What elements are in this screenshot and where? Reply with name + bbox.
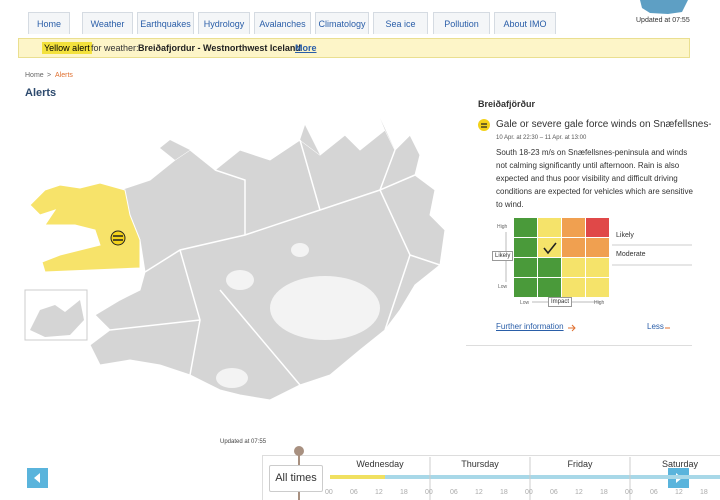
matrix-cell xyxy=(514,258,537,277)
matrix-cell xyxy=(538,218,561,237)
impact-high: High xyxy=(594,300,605,306)
updated-time: Updated at 07:55 xyxy=(636,17,690,24)
nav-tab[interactable]: Weather xyxy=(82,12,133,34)
prev-button[interactable] xyxy=(27,468,48,488)
hour-label: 00 xyxy=(325,489,333,496)
alert-description: South 18-23 m/s on Snæfellsnes-peninsula… xyxy=(496,148,693,209)
nav-tab[interactable]: Pollution xyxy=(433,12,490,34)
less-link[interactable]: Less xyxy=(647,322,664,331)
breadcrumb-separator: > xyxy=(47,72,52,79)
hour-label: 18 xyxy=(400,489,408,496)
likelihood-label: Likely xyxy=(492,251,514,261)
hour-label: 06 xyxy=(450,489,458,496)
hour-label: 12 xyxy=(575,489,583,496)
matrix-cell xyxy=(586,238,609,257)
alert-text: for weather: xyxy=(91,43,139,53)
matrix-cell xyxy=(562,218,585,237)
alert-headline: Gale or severe gale force winds on Snæfe… xyxy=(496,119,711,130)
matrix-cell xyxy=(538,258,561,277)
more-link[interactable]: More xyxy=(295,43,317,53)
nav-tab[interactable]: Sea ice xyxy=(373,12,428,34)
day-label: Friday xyxy=(567,459,593,469)
page-title: Alerts xyxy=(25,87,57,99)
alert-region: Breiðafjordur - Westnorthwest Iceland xyxy=(138,43,301,53)
day-label: Wednesday xyxy=(356,459,404,469)
hour-label: 00 xyxy=(625,489,633,496)
matrix-cell xyxy=(538,278,561,297)
matrix-cell xyxy=(562,258,585,277)
matrix-cell xyxy=(562,278,585,297)
hour-label: 18 xyxy=(700,489,708,496)
hour-label: 06 xyxy=(550,489,558,496)
likelihood-axis xyxy=(505,232,507,282)
hour-label: 00 xyxy=(525,489,533,496)
hour-label: 12 xyxy=(375,489,383,496)
timeline xyxy=(262,455,720,500)
matrix-cell xyxy=(586,278,609,297)
matrix-cell xyxy=(514,238,537,257)
breadcrumb-current: Alerts xyxy=(55,72,73,79)
matrix-cell xyxy=(586,258,609,277)
day-label: Saturday xyxy=(661,459,699,469)
arrow-icon xyxy=(568,324,576,332)
check-mark xyxy=(543,242,557,255)
breadcrumb-home[interactable]: Home xyxy=(25,72,44,79)
legend-impact: Moderate xyxy=(616,251,646,258)
hour-label: 12 xyxy=(475,489,483,496)
all-times-button[interactable]: All times xyxy=(269,465,323,492)
further-info-link[interactable]: Further information xyxy=(496,322,564,331)
nav-tab[interactable]: Home xyxy=(28,12,70,34)
matrix-cell xyxy=(514,218,537,237)
nav-tab[interactable]: Earthquakes xyxy=(137,12,194,34)
logo xyxy=(640,0,688,14)
nav-tab[interactable]: Climatology xyxy=(315,12,369,34)
hour-label: 12 xyxy=(675,489,683,496)
timeline-updated: Updated at 07:55 xyxy=(220,439,267,445)
legend-likelihood: Likely xyxy=(616,232,634,239)
alert-period: 10 Apr. at 22:30 – 11 Apr. at 13:00 xyxy=(496,135,587,141)
hour-label: 18 xyxy=(500,489,508,496)
alert-panel xyxy=(466,95,692,346)
day-label: Thursday xyxy=(461,459,499,469)
risk-matrix xyxy=(514,218,609,297)
warning-icon xyxy=(478,119,490,131)
matrix-cell xyxy=(562,238,585,257)
legend-lines xyxy=(612,244,692,266)
likelihood-high: High xyxy=(497,224,508,230)
matrix-cell xyxy=(514,278,537,297)
timeline-track xyxy=(294,446,720,500)
alert-banner xyxy=(18,38,690,58)
impact-label: Impact xyxy=(548,297,573,307)
hour-label: 06 xyxy=(650,489,658,496)
panel-region: Breiðafjörður xyxy=(478,99,536,109)
hour-label: 00 xyxy=(425,489,433,496)
nav-tab[interactable]: About IMO xyxy=(494,12,556,34)
nav-tab[interactable]: Avalanches xyxy=(254,12,311,34)
impact-low: Low xyxy=(520,300,530,306)
hour-label: 06 xyxy=(350,489,358,496)
likelihood-low: Low xyxy=(498,284,508,290)
hour-label: 18 xyxy=(600,489,608,496)
collapse-icon xyxy=(665,327,670,329)
map xyxy=(24,118,446,401)
alert-level: Yellow alert xyxy=(42,42,92,54)
matrix-cell xyxy=(538,238,561,257)
matrix-cell xyxy=(586,218,609,237)
nav-tab[interactable]: Hydrology xyxy=(198,12,250,34)
